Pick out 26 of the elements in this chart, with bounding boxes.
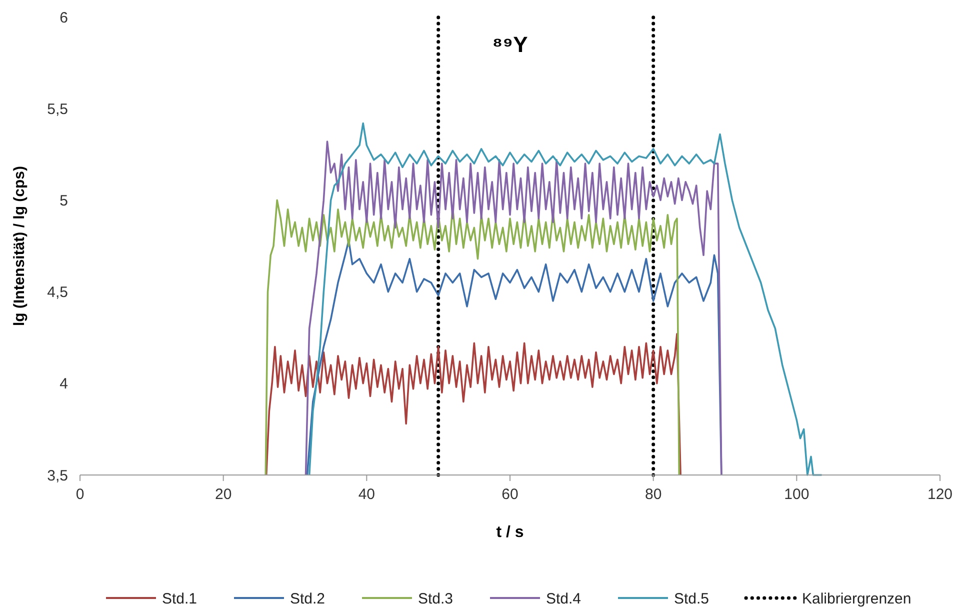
x-tick-label: 0: [76, 486, 84, 503]
y-tick-label: 4,5: [47, 284, 68, 302]
legend-label: Std.4: [546, 590, 582, 608]
y-tick-label: 5: [60, 192, 68, 210]
y-tick-label: 4: [60, 376, 68, 393]
x-tick-label: 40: [358, 486, 376, 503]
legend-label: Std.2: [290, 590, 326, 608]
line-series: [265, 333, 682, 476]
x-tick-label: 80: [644, 486, 662, 503]
y-axis-title: lg (Intensität) / lg (cps): [11, 166, 28, 326]
legend-label: Std.5: [674, 590, 710, 608]
legend-label: Kalibriergrenzen: [802, 590, 912, 608]
x-tick-label: 60: [502, 486, 518, 503]
legend-label: Std.1: [162, 590, 198, 608]
line-series: [308, 122, 823, 476]
y-tick-label: 5,5: [47, 100, 68, 118]
line-series: [304, 140, 722, 476]
x-tick-label: 20: [214, 486, 232, 503]
y-tick-label: 3,5: [47, 467, 68, 484]
x-tick-label: 100: [784, 486, 810, 503]
legend-label: Std.3: [418, 590, 454, 608]
y-tick-label: 6: [60, 9, 68, 26]
line-series: [264, 199, 680, 476]
x-tick-label: 120: [927, 486, 953, 503]
text: ⁸⁹Y: [492, 32, 528, 57]
x-axis-title: t / s: [496, 524, 524, 541]
